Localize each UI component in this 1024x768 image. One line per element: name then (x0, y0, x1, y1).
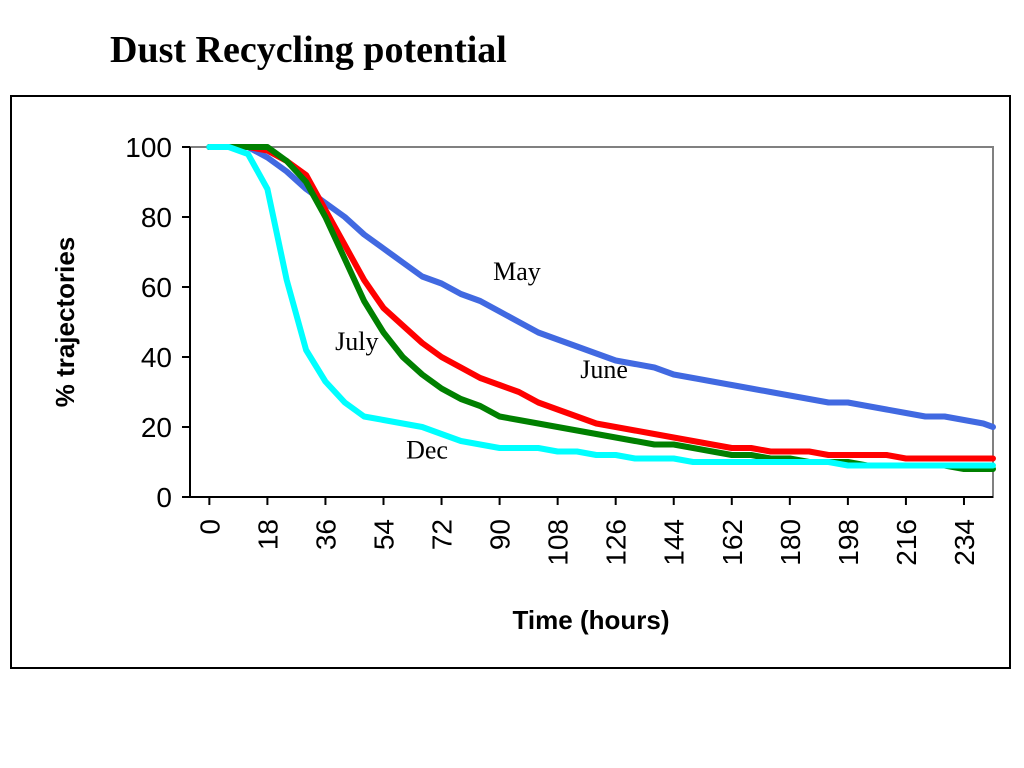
series-label-may: May (493, 257, 541, 286)
x-tick-label: 36 (310, 519, 341, 550)
y-tick-label: 0 (156, 482, 172, 513)
x-tick-label: 72 (427, 519, 458, 550)
series-line-july (206, 144, 996, 472)
line-chart: 0 20 40 60 80 100 0 18 36 54 72 90 108 126 144 162 180 1… (50, 132, 996, 635)
series-label-july: July (335, 327, 378, 356)
chart-frame: 0 20 40 60 80 100 0 18 36 54 72 90 108 126 144 162 180 1… (10, 95, 1011, 669)
x-tick-label: 144 (659, 519, 690, 566)
series-line-may (206, 144, 996, 430)
y-tick-label: 80 (141, 202, 172, 233)
x-tick-label: 108 (543, 519, 574, 566)
x-tick-label: 234 (949, 519, 980, 566)
x-tick-label: 198 (833, 519, 864, 566)
series-label-layer: May June July Dec (335, 257, 628, 465)
series-line-june (206, 144, 996, 462)
x-tick-label: 0 (194, 519, 225, 535)
plot-area-border (189, 146, 994, 498)
y-tick-label: 100 (125, 132, 172, 163)
series-label-dec: Dec (406, 436, 448, 465)
y-axis-title: % trajectories (50, 237, 80, 408)
x-tick-label: 18 (252, 519, 283, 550)
x-axis-ticks: 0 18 36 54 72 90 108 126 144 162 180 198 216 234 (194, 497, 980, 566)
y-axis-ticks: 0 20 40 60 80 100 (125, 132, 190, 513)
x-axis-title: Time (hours) (513, 605, 670, 635)
series-line-dec (206, 144, 996, 469)
y-tick-label: 20 (141, 412, 172, 443)
x-tick-label: 90 (485, 519, 516, 550)
x-tick-label: 180 (775, 519, 806, 566)
x-tick-label: 54 (368, 519, 399, 550)
page-title: Dust Recycling potential (110, 29, 507, 71)
x-tick-label: 216 (891, 519, 922, 566)
x-tick-label: 162 (717, 519, 748, 566)
x-tick-label: 126 (601, 519, 632, 566)
y-tick-label: 40 (141, 342, 172, 373)
series-layer (206, 144, 996, 472)
series-label-june: June (580, 355, 628, 384)
y-tick-label: 60 (141, 272, 172, 303)
